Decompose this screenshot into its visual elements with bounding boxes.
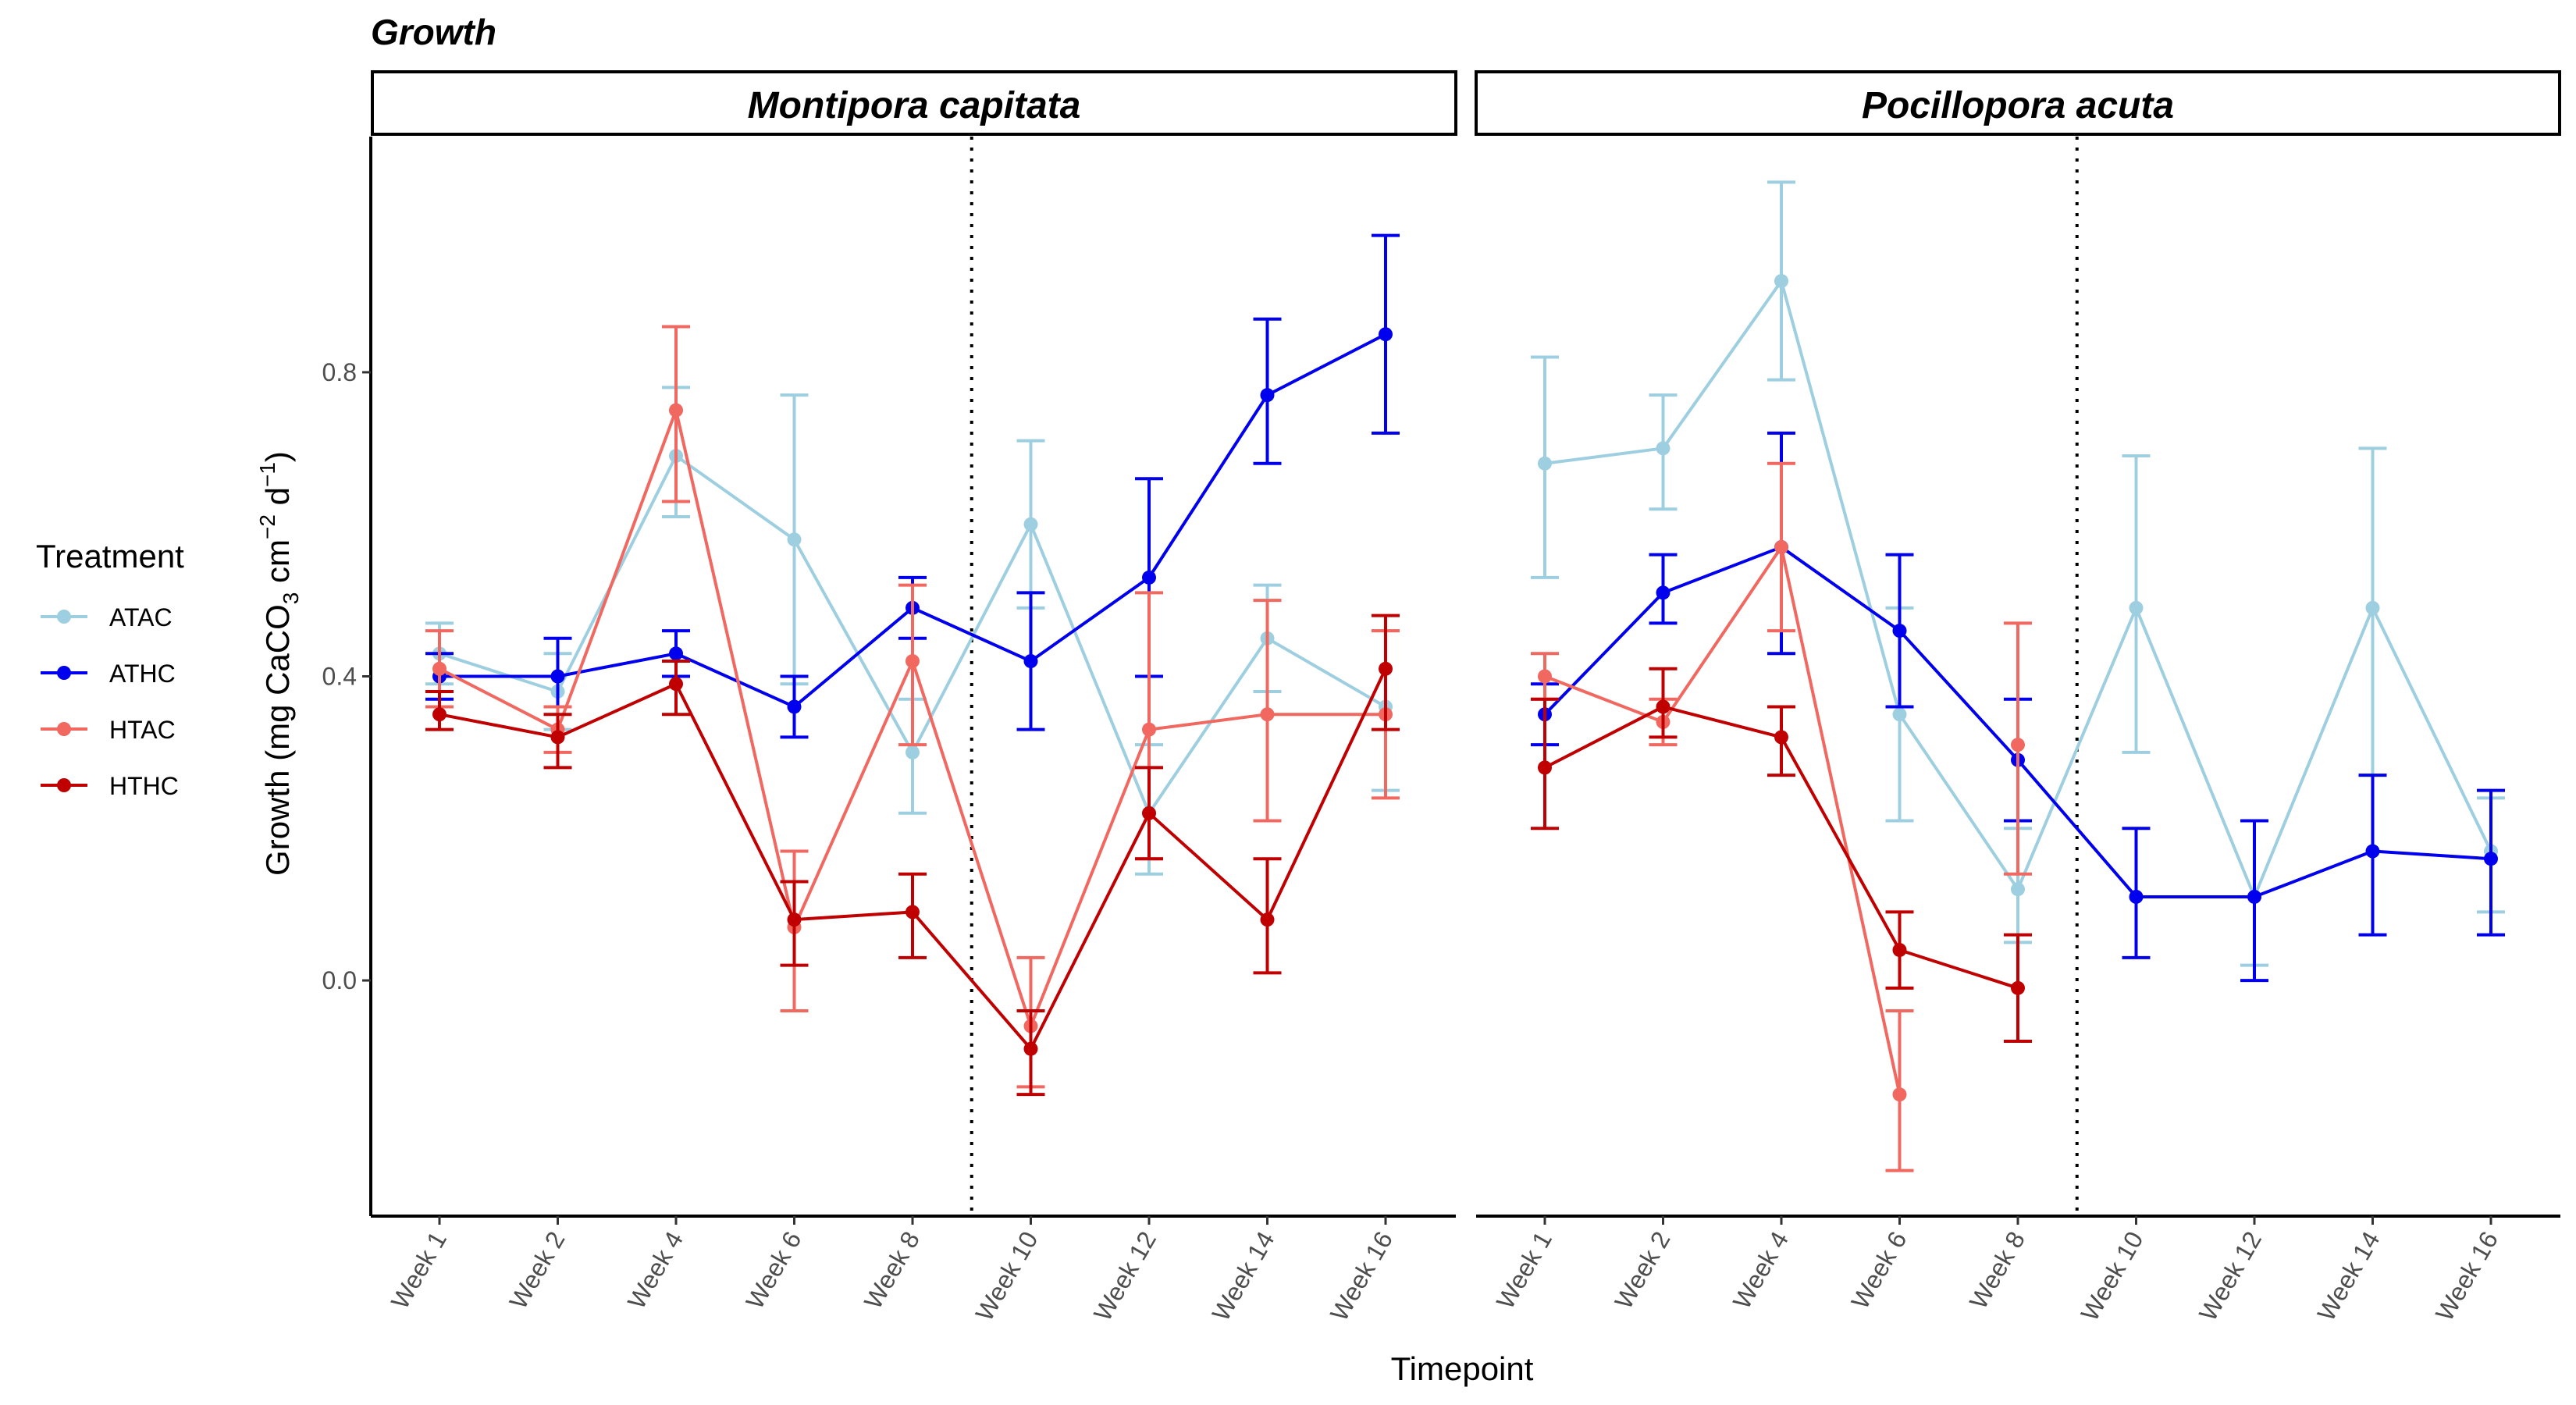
data-point [2484,852,2498,866]
panel-plot-area: 0.0 0.4 0.8 Week 1 Week 2 Week 4 Week 6 Week 8 W… [322,137,1456,1325]
data-point [432,707,447,722]
x-tick-label: Week 8 [1964,1227,2030,1314]
legend-label: ATAC [109,603,173,631]
data-point [1774,730,1788,745]
legend-dot-atac [57,610,71,624]
panel-pocillopora-acuta: Pocillopora acuta Week 1 Week 2 Week 4 Week… [1475,70,2561,1325]
x-tick-label: Week 4 [622,1227,688,1314]
x-tick-label: Week 6 [1845,1227,1912,1314]
data-point [906,745,920,759]
legend-item-athc: ATHC [41,660,176,688]
data-point [669,403,683,418]
y-tick-label: 0.8 [322,358,357,386]
data-point [787,532,802,547]
data-point [1538,456,1552,471]
legend: Treatment ATAC ATHC HTAC HTHC [36,538,184,800]
legend-label: ATHC [109,660,176,688]
legend-label: HTHC [109,772,179,800]
data-point [1774,539,1788,554]
strip-box [371,70,1457,136]
data-point [2129,889,2144,904]
x-tick-label: Week 2 [1609,1227,1675,1314]
x-tick-label: Week 12 [2194,1227,2267,1326]
x-tick-label: Week 12 [1088,1227,1162,1326]
data-point [2011,738,2025,752]
data-point [1142,722,1156,737]
data-point [1892,707,1907,722]
data-point [669,677,683,692]
data-point [1538,669,1552,684]
legend-item-atac: ATAC [41,603,173,631]
x-tick-label: Week 1 [386,1227,452,1314]
legend-item-hthc: HTHC [41,772,179,800]
data-point [1260,388,1275,403]
data-point [1142,570,1156,585]
x-tick-label: Week 4 [1727,1227,1794,1314]
data-point [906,654,920,669]
series-hthc [1531,667,2032,1043]
series-line [1544,545,1902,1095]
data-point [1774,274,1788,289]
data-point [2011,882,2025,897]
data-point [1892,1087,1907,1102]
data-point [1023,517,1038,532]
data-point [2129,600,2144,615]
data-point [1379,661,1393,676]
x-tick-label: Week 2 [503,1227,570,1314]
data-point [1892,943,1907,958]
series-htac [2004,621,2032,876]
data-point [669,646,683,661]
data-point [1538,760,1552,775]
x-tick-label: Week 16 [2430,1227,2503,1326]
data-point [2247,889,2261,904]
legend-dot-athc [57,666,71,680]
strip-label: Montipora capitata [748,85,1081,126]
y-tick-label: 0.0 [322,966,357,994]
x-tick-label: Week 10 [2076,1227,2149,1326]
x-tick-label: Week 14 [2312,1227,2386,1326]
data-point [1656,441,1670,456]
data-point [1260,912,1275,927]
data-point [2011,980,2025,995]
x-tick-label: Week 6 [740,1227,806,1314]
panel-plot-area: Week 1 Week 2 Week 4 Week 6 Week 8 Week 10 Wee… [1476,137,2560,1325]
data-point [1656,585,1670,600]
legend-dot-hthc [57,778,71,792]
x-tick-label: Week 10 [970,1227,1044,1326]
data-point [787,699,802,714]
legend-dot-htac [57,722,71,736]
data-point [550,669,565,684]
data-point [2365,844,2380,859]
legend-title: Treatment [36,538,184,574]
data-point [1892,624,1907,638]
data-point [1023,1041,1038,1056]
data-point [787,912,802,927]
data-point [1023,654,1038,669]
x-tick-label: Week 16 [1325,1227,1398,1326]
y-tick-label: 0.4 [322,663,357,691]
strip-box [1475,70,2561,136]
legend-label: HTAC [109,716,176,744]
x-tick-label: Week 1 [1491,1227,1557,1314]
data-point [1260,707,1275,722]
y-axis-title: Growth (mg CaCO3 cm−2 d−1) [255,451,303,876]
panel-montipora-capitata: Montipora capitata 0.0 0.4 0.8 Week 1 Week 2… [322,70,1457,1325]
series-hthc [425,614,1400,1097]
data-point [550,730,565,745]
legend-item-htac: HTAC [41,716,176,744]
data-point [906,905,920,919]
data-point [1379,327,1393,342]
data-point [1656,699,1670,714]
x-tick-label: Week 8 [859,1227,925,1314]
x-axis-title: Timepoint [1391,1350,1534,1387]
data-point [2365,600,2380,615]
data-point [432,661,447,676]
plot-title: Growth [371,12,496,52]
data-point [1142,806,1156,820]
x-tick-label: Week 14 [1207,1227,1280,1326]
strip-label: Pocillopora acuta [1862,85,2174,126]
